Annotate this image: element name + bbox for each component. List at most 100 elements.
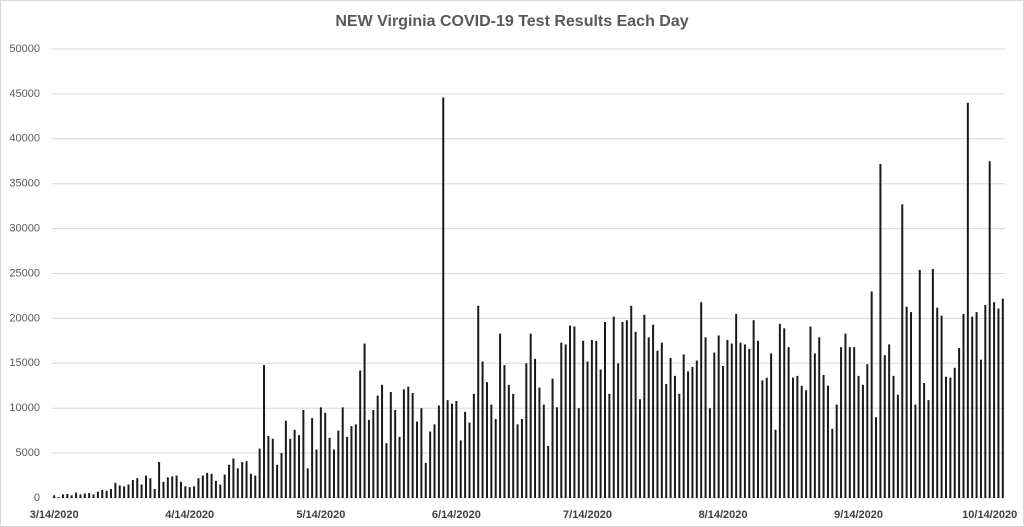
bar bbox=[258, 448, 261, 498]
bar bbox=[831, 428, 834, 498]
bar bbox=[743, 344, 746, 498]
bar bbox=[289, 438, 292, 498]
bar bbox=[958, 348, 961, 498]
bar bbox=[337, 430, 340, 498]
bar bbox=[92, 494, 95, 498]
y-tick-label: 45000 bbox=[9, 88, 40, 100]
bar bbox=[223, 474, 226, 498]
bar bbox=[166, 477, 169, 498]
y-tick-label: 20000 bbox=[9, 312, 40, 324]
bar bbox=[293, 429, 296, 498]
bar bbox=[346, 436, 349, 498]
bar bbox=[297, 435, 300, 498]
bar bbox=[944, 376, 947, 498]
bar bbox=[66, 493, 69, 498]
bar bbox=[617, 363, 620, 498]
bar bbox=[232, 458, 235, 498]
bar bbox=[411, 392, 414, 498]
bar bbox=[704, 337, 707, 498]
bar bbox=[206, 472, 209, 498]
bar bbox=[542, 404, 545, 498]
bar bbox=[708, 408, 711, 498]
x-tick-label: 8/14/2020 bbox=[699, 509, 748, 521]
bar bbox=[70, 495, 73, 498]
y-tick-label: 25000 bbox=[9, 267, 40, 279]
x-tick-label: 4/14/2020 bbox=[165, 509, 214, 521]
bar bbox=[551, 378, 554, 498]
bar bbox=[477, 305, 480, 498]
bar bbox=[595, 340, 598, 498]
bar bbox=[835, 404, 838, 498]
bar bbox=[389, 392, 392, 498]
bar bbox=[197, 478, 200, 498]
bar bbox=[717, 335, 720, 498]
bar bbox=[752, 320, 755, 498]
bar bbox=[236, 468, 239, 498]
bar bbox=[88, 493, 91, 498]
bar bbox=[280, 453, 283, 498]
chart-title: NEW Virginia COVID-19 Test Results Each … bbox=[335, 13, 688, 30]
bar bbox=[888, 344, 891, 498]
bar bbox=[988, 161, 991, 498]
bar bbox=[652, 324, 655, 498]
bar bbox=[75, 492, 78, 498]
bar bbox=[682, 354, 685, 498]
bar bbox=[608, 393, 611, 498]
bar bbox=[700, 302, 703, 498]
bar bbox=[140, 484, 143, 498]
bar bbox=[271, 438, 274, 498]
bar bbox=[538, 387, 541, 498]
bar bbox=[805, 390, 808, 498]
bar bbox=[722, 365, 725, 498]
bar bbox=[612, 316, 615, 498]
bar bbox=[730, 343, 733, 498]
bar bbox=[57, 497, 60, 498]
bar bbox=[573, 326, 576, 498]
bar bbox=[424, 462, 427, 498]
bar bbox=[464, 411, 467, 498]
bar bbox=[949, 377, 952, 498]
bar bbox=[284, 420, 287, 498]
bar bbox=[962, 313, 965, 498]
bar bbox=[459, 440, 462, 498]
bar bbox=[485, 382, 488, 498]
bar bbox=[927, 400, 930, 498]
x-tick-label: 7/14/2020 bbox=[563, 509, 612, 521]
bar bbox=[332, 449, 335, 498]
bar bbox=[993, 302, 996, 498]
bar bbox=[394, 409, 397, 498]
bar bbox=[324, 412, 327, 498]
bar bbox=[481, 361, 484, 498]
bar bbox=[416, 421, 419, 498]
bar bbox=[341, 407, 344, 498]
bar bbox=[446, 400, 449, 498]
bar bbox=[315, 449, 318, 498]
bar bbox=[979, 359, 982, 498]
bar bbox=[971, 316, 974, 498]
bar bbox=[525, 363, 528, 498]
bar bbox=[660, 342, 663, 498]
bar bbox=[564, 344, 567, 498]
bar bbox=[188, 487, 191, 498]
bar bbox=[306, 468, 309, 498]
bar bbox=[442, 97, 445, 498]
bar bbox=[171, 476, 174, 498]
bar bbox=[407, 386, 410, 498]
bar bbox=[739, 342, 742, 498]
bar bbox=[656, 350, 659, 498]
bar bbox=[800, 385, 803, 498]
bar bbox=[984, 304, 987, 498]
bar bbox=[883, 355, 886, 498]
bar bbox=[892, 375, 895, 498]
bar bbox=[691, 366, 694, 498]
bar bbox=[127, 484, 130, 498]
bar bbox=[905, 306, 908, 498]
bar bbox=[726, 339, 729, 498]
bar bbox=[918, 269, 921, 498]
bar bbox=[201, 475, 204, 498]
bar bbox=[840, 347, 843, 498]
bar bbox=[267, 436, 270, 498]
x-tick-label: 6/14/2020 bbox=[432, 509, 481, 521]
bar bbox=[997, 308, 1000, 498]
bar bbox=[599, 369, 602, 498]
